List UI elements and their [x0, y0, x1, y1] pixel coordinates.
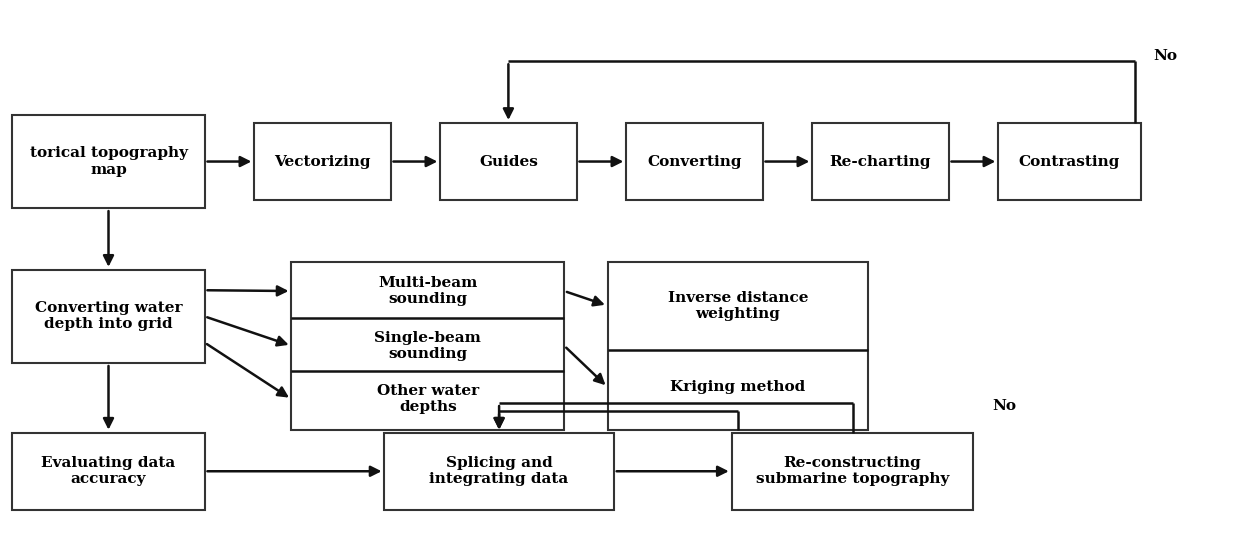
Text: Kriging method: Kriging method [670, 380, 806, 394]
Bar [998, 123, 1141, 200]
Bar [12, 433, 205, 510]
Bar [812, 123, 949, 200]
Text: Converting: Converting [647, 154, 742, 169]
Text: Re-charting: Re-charting [830, 154, 931, 169]
Text: Converting water
depth into grid: Converting water depth into grid [35, 301, 182, 332]
Text: No: No [1153, 49, 1177, 63]
Text: Re-constructing
submarine topography: Re-constructing submarine topography [756, 456, 949, 486]
Text: Evaluating data
accuracy: Evaluating data accuracy [41, 456, 176, 486]
Text: torical topography
map: torical topography map [30, 146, 187, 177]
Bar [291, 262, 564, 430]
Bar [626, 123, 763, 200]
Bar [12, 270, 205, 363]
Text: Splicing and
integrating data: Splicing and integrating data [429, 456, 569, 486]
Text: Multi-beam
sounding: Multi-beam sounding [378, 276, 477, 306]
Bar [254, 123, 391, 200]
Text: Vectorizing: Vectorizing [274, 154, 371, 169]
Text: Guides: Guides [479, 154, 538, 169]
Text: Other water
depths: Other water depths [377, 384, 479, 414]
Text: Single-beam
sounding: Single-beam sounding [374, 331, 481, 361]
Text: Contrasting: Contrasting [1019, 154, 1120, 169]
Bar [732, 433, 973, 510]
Bar [608, 262, 868, 430]
Bar [384, 433, 614, 510]
Text: No: No [992, 399, 1016, 413]
Text: Inverse distance
weighting: Inverse distance weighting [667, 290, 808, 321]
Bar [12, 115, 205, 208]
Bar [440, 123, 577, 200]
